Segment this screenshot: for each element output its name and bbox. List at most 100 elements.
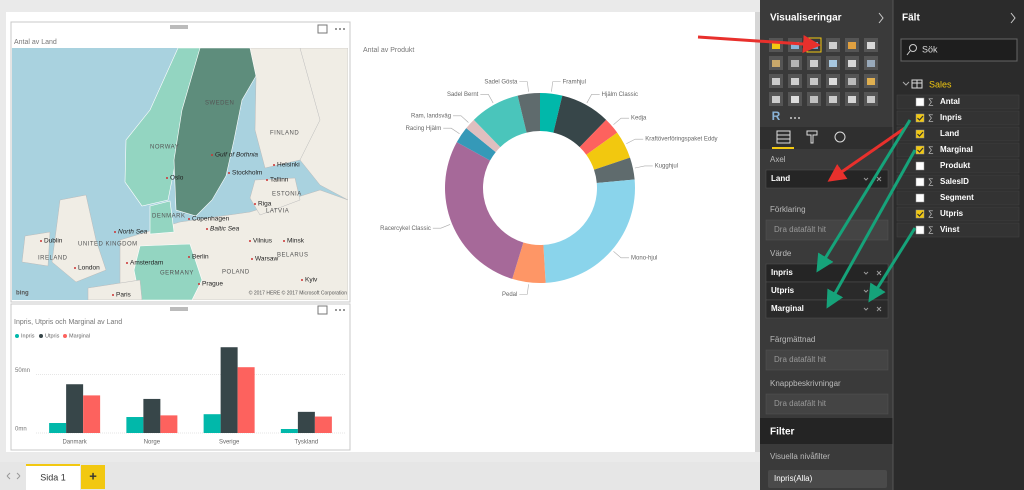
visual-icon-glyph <box>791 78 799 85</box>
expand-icon[interactable] <box>902 81 910 86</box>
dropdown-icon[interactable] <box>863 307 869 311</box>
donut-slice[interactable] <box>456 128 496 161</box>
drop-zone[interactable] <box>765 393 889 415</box>
checkbox[interactable] <box>915 209 925 219</box>
field-name[interactable]: SalesID <box>940 177 969 186</box>
field-name[interactable]: Produkt <box>940 161 971 170</box>
fields-tab-icon[interactable] <box>776 130 791 144</box>
remove-icon[interactable] <box>876 270 882 276</box>
search-placeholder[interactable]: Sök <box>922 44 938 54</box>
field-row[interactable] <box>896 110 1020 126</box>
bar-chart-visual[interactable]: Inpris, Utpris och Marginal av Land Inpr… <box>10 303 351 451</box>
bar[interactable] <box>297 411 315 433</box>
field-name[interactable]: Marginal <box>940 145 973 154</box>
well-field-label[interactable]: Utpris <box>771 286 795 295</box>
donut-slice[interactable] <box>579 119 618 155</box>
format-tab-icon[interactable] <box>806 130 818 144</box>
bar[interactable] <box>220 347 238 433</box>
donut-slice[interactable] <box>553 95 607 148</box>
field-name[interactable]: Vinst <box>940 225 960 234</box>
filter-label[interactable]: Inpris(Alla) <box>774 474 813 483</box>
map-label: DENMARK <box>152 214 186 220</box>
tab-label[interactable]: Sida 1 <box>40 472 66 482</box>
checkbox[interactable] <box>915 225 925 235</box>
bar[interactable] <box>143 398 161 433</box>
checkbox[interactable] <box>915 129 925 139</box>
donut-slice[interactable] <box>543 179 635 283</box>
map-label: Paris <box>116 292 132 299</box>
dropdown-icon[interactable] <box>863 271 869 275</box>
field-name[interactable]: Utpris <box>940 209 964 218</box>
bar[interactable] <box>280 429 298 433</box>
donut-visual[interactable]: Antal av Produkt Framhjul Hjälm Classic Ke… <box>363 47 718 298</box>
well-field-label[interactable]: Land <box>771 174 790 183</box>
map-label: Amsterdam <box>130 260 163 267</box>
table-name[interactable]: Sales <box>929 79 952 89</box>
well-field[interactable] <box>765 169 889 189</box>
donut-slice[interactable] <box>445 142 524 279</box>
bar[interactable] <box>66 384 84 433</box>
tab-scroll[interactable] <box>6 472 21 480</box>
legend-label[interactable]: Inpris <box>21 333 35 339</box>
field-row[interactable] <box>896 142 1020 158</box>
field-row[interactable] <box>896 158 1020 174</box>
filter-card[interactable] <box>768 470 887 488</box>
field-list: ∑ Antal ∑ Inpris Land ∑ Marginal Produkt ∑ SalesI… <box>896 94 1020 238</box>
checkbox[interactable] <box>915 177 925 187</box>
donut-slice[interactable] <box>594 157 635 183</box>
field-name[interactable]: Inpris <box>940 113 962 122</box>
bar[interactable] <box>83 395 101 433</box>
search-box[interactable] <box>900 38 1018 62</box>
collapse-icon[interactable] <box>878 12 884 24</box>
donut-slice[interactable] <box>586 132 630 170</box>
focus-icon[interactable] <box>317 305 328 315</box>
bar[interactable] <box>126 417 144 433</box>
bar[interactable] <box>314 416 332 433</box>
tab[interactable] <box>26 464 80 490</box>
collapse-icon[interactable] <box>1010 12 1016 24</box>
bar[interactable] <box>160 415 178 433</box>
donut-slice[interactable] <box>512 242 546 283</box>
dropdown-icon[interactable] <box>863 289 869 293</box>
drop-zone[interactable] <box>765 349 889 371</box>
well-label: Värde <box>770 249 792 258</box>
field-row[interactable] <box>896 94 1020 110</box>
map-visual[interactable]: Antal av Land SWEDEN NORWAY FINLAND Gulf of… <box>10 21 351 303</box>
more-icon[interactable] <box>335 28 345 30</box>
bar[interactable] <box>49 423 67 433</box>
field-name[interactable]: Land <box>940 129 959 138</box>
analytics-tab-icon[interactable] <box>834 131 846 143</box>
bar[interactable] <box>237 367 255 433</box>
field-row[interactable] <box>896 206 1020 222</box>
field-row[interactable] <box>896 222 1020 238</box>
checkbox[interactable] <box>915 161 925 171</box>
bar[interactable] <box>203 414 221 433</box>
legend-label[interactable]: Utpris <box>45 333 60 339</box>
field-name[interactable]: Antal <box>940 97 960 106</box>
field-row[interactable] <box>896 190 1020 206</box>
donut-slice[interactable] <box>517 93 540 133</box>
drop-zone[interactable] <box>765 219 889 241</box>
donut-slice[interactable] <box>540 93 563 133</box>
map-label: Helsinki <box>277 162 300 169</box>
donut-slice[interactable] <box>473 95 527 148</box>
legend-label[interactable]: Marginal <box>69 333 90 339</box>
remove-icon[interactable] <box>876 306 882 312</box>
add-tab[interactable] <box>81 465 105 489</box>
field-name[interactable]: Segment <box>940 193 974 202</box>
dropdown-icon[interactable] <box>863 177 869 181</box>
checkbox[interactable] <box>915 193 925 203</box>
visual-icon-label[interactable]: R <box>772 109 781 123</box>
checkbox[interactable] <box>915 145 925 155</box>
checkbox[interactable] <box>915 113 925 123</box>
remove-icon[interactable] <box>876 176 882 182</box>
well-label: Förklaring <box>770 205 806 214</box>
well-field-label[interactable]: Marginal <box>771 304 804 313</box>
donut-slice[interactable] <box>466 119 501 153</box>
checkbox[interactable] <box>915 97 925 107</box>
well-field-label[interactable]: Inpris <box>771 268 793 277</box>
more-icon[interactable] <box>335 309 345 311</box>
focus-icon[interactable] <box>317 24 328 34</box>
visual-icon-glyph <box>867 60 875 67</box>
add-tab-label[interactable]: + <box>89 468 97 483</box>
